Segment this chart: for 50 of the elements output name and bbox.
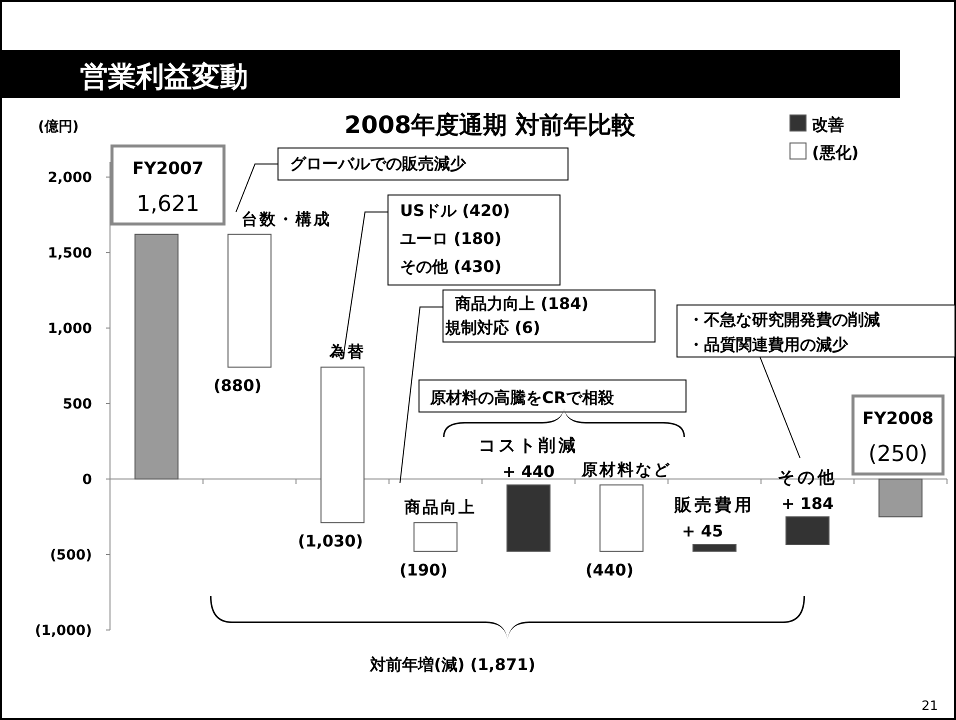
- data-label: (880): [213, 376, 262, 396]
- y-tick-label: 0: [82, 472, 92, 488]
- data-label: + 440: [502, 462, 555, 481]
- chart-subtitle: 2008年度通期 対前年比較: [344, 111, 637, 139]
- data-label: (1,030): [298, 532, 364, 551]
- bar: [228, 234, 272, 368]
- bar: [692, 544, 736, 552]
- text: 対前年増(減) (1,871): [369, 655, 536, 674]
- y-tick-label: 500: [62, 396, 92, 413]
- x-tick-label: その他: [778, 468, 838, 488]
- text: 21: [921, 699, 938, 714]
- annotation: ・品質関連費用の減少: [688, 335, 849, 354]
- y-tick-label: (500): [50, 548, 92, 564]
- annotation: 商品力向上 (184): [454, 294, 589, 313]
- y-tick-label: 1,000: [48, 321, 92, 338]
- annotation: その他 (430): [400, 257, 502, 276]
- annotation: グローバルでの販売減少: [290, 154, 467, 173]
- legend-label: (悪化): [812, 143, 859, 162]
- x-tick-label: 為替: [328, 342, 366, 362]
- legend-label: 改善: [812, 115, 844, 134]
- bar: [600, 484, 644, 552]
- y-tick-label: 1,500: [48, 246, 92, 262]
- annotation: 規制対応 (6): [444, 318, 540, 337]
- data-label: + 184: [781, 494, 834, 513]
- y-tick-label: (1,000): [34, 623, 92, 639]
- data-label: 1,621: [136, 192, 200, 217]
- x-tick-label: コスト削減: [478, 436, 578, 456]
- x-tick-label: FY2008: [862, 409, 934, 429]
- annotation: ユーロ (180): [400, 229, 502, 248]
- x-tick-label: 台数・構成: [242, 209, 332, 228]
- bar: [786, 516, 830, 546]
- data-label: (250): [868, 442, 928, 467]
- x-tick-label: 販売費用: [674, 496, 754, 516]
- annotation: ・不急な研究開発費の削減: [688, 310, 880, 329]
- annotation: 原材料の高騰をCRで相殺: [429, 388, 616, 407]
- x-tick-label: FY2007: [132, 159, 204, 179]
- data-label: (190): [399, 560, 448, 580]
- bar: [320, 366, 364, 524]
- bar: [414, 522, 458, 552]
- bar: [878, 478, 922, 518]
- bar: [134, 234, 178, 480]
- y-tick-label: 2,000: [48, 170, 92, 186]
- x-tick-label: 商品向上: [404, 498, 476, 517]
- chart-title: 営業利益変動: [80, 60, 248, 93]
- bar: [506, 484, 550, 552]
- x-tick-label: 原材料など: [580, 460, 672, 479]
- annotation: USドル (420): [400, 201, 510, 220]
- data-label: (440): [585, 560, 634, 580]
- y-axis-title: (億円): [38, 118, 79, 135]
- data-label: + 45: [682, 522, 724, 541]
